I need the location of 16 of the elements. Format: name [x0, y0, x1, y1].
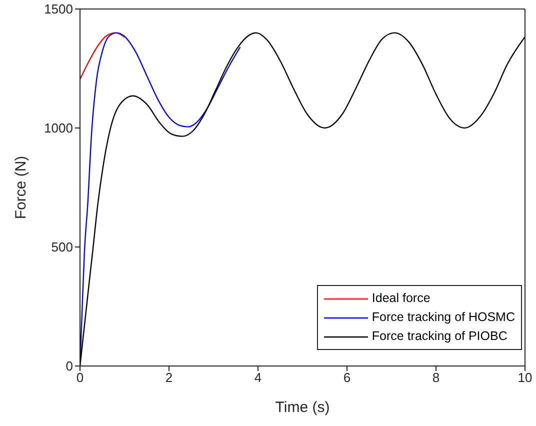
- y-tick-label: 0: [66, 358, 73, 374]
- x-tick-label: 8: [432, 370, 440, 386]
- x-tick-label: 0: [76, 370, 84, 386]
- y-tick-label: 1000: [44, 120, 73, 136]
- legend-label: Force tracking of PIOBC: [372, 328, 508, 345]
- y-axis-title: Force (N): [12, 156, 30, 220]
- y-tick-label: 1500: [44, 2, 73, 17]
- line-series: [80, 32, 126, 80]
- x-tick-label: 2: [165, 370, 173, 386]
- x-axis-title: Time (s): [275, 399, 330, 416]
- legend-label: Ideal force: [372, 290, 430, 307]
- legend-label: Force tracking of HOSMC: [372, 309, 515, 326]
- x-tick-label: 4: [254, 370, 262, 386]
- x-tick-label: 6: [343, 370, 351, 386]
- y-tick-label: 500: [51, 240, 73, 255]
- x-tick-label: 10: [518, 370, 532, 386]
